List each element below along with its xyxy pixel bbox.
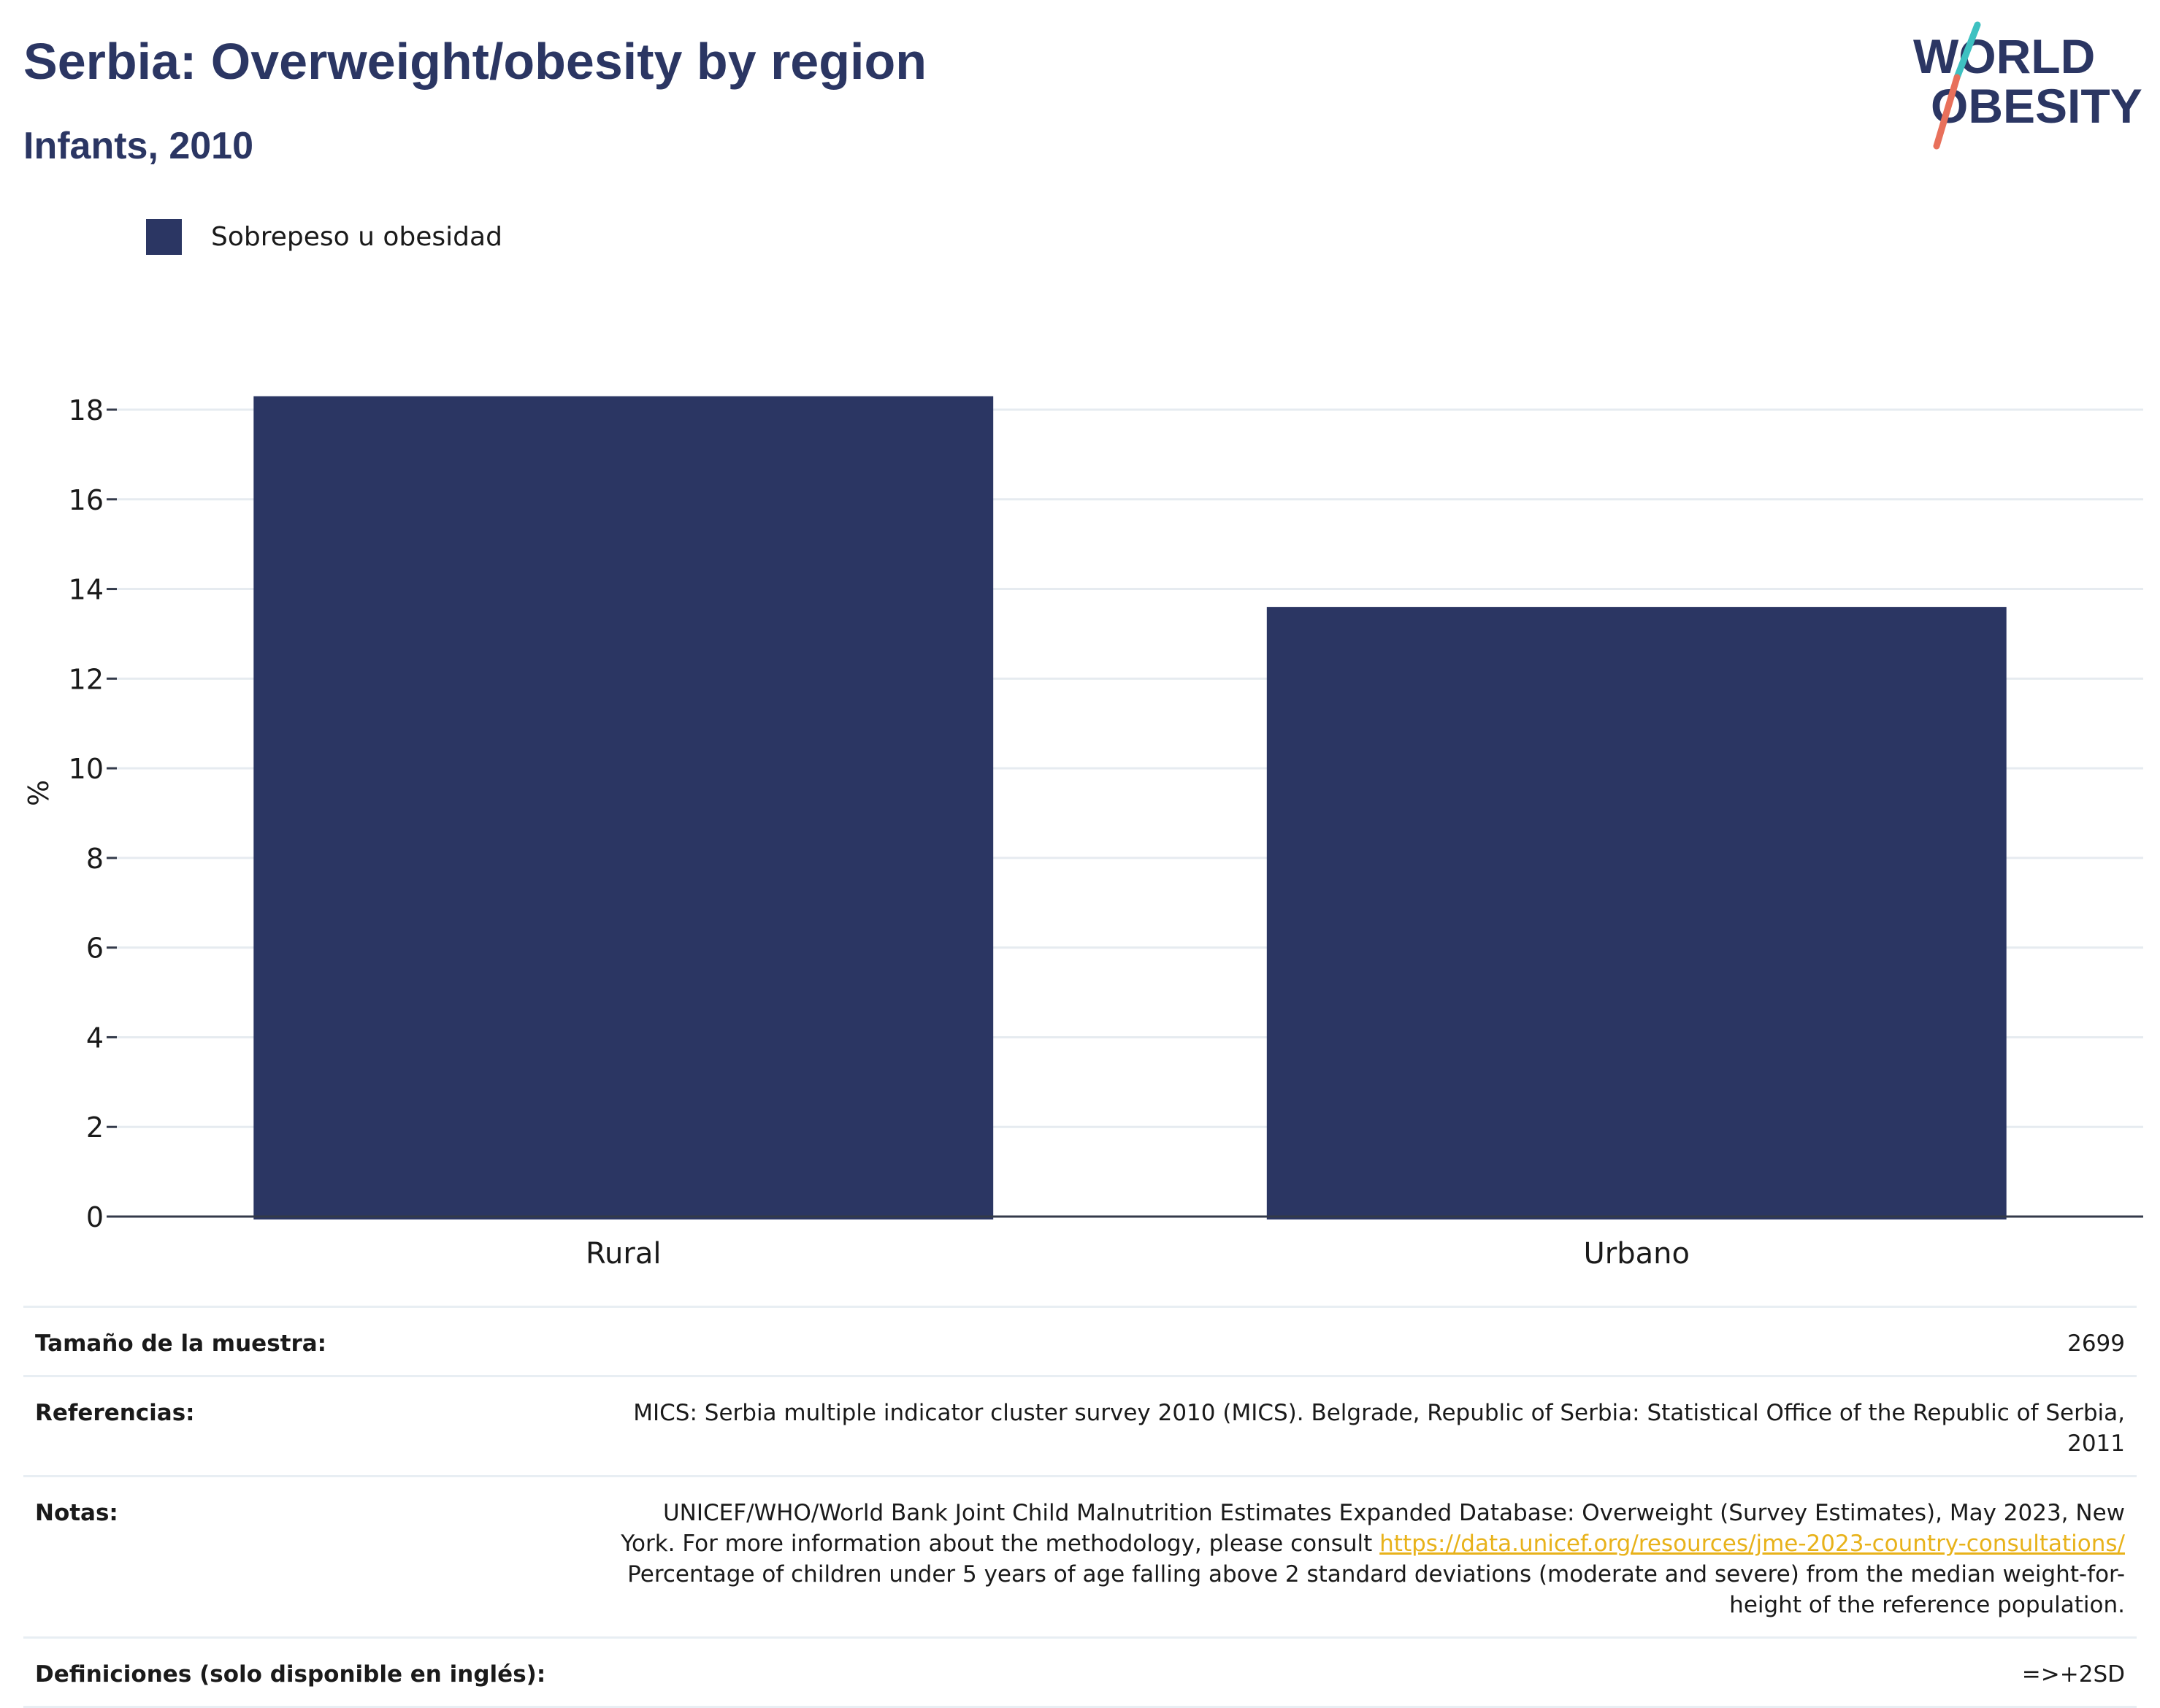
y-tick-label: 16 (69, 484, 104, 516)
info-table: Tamaño de la muestra: 2699 Referencias: … (23, 1306, 2137, 1708)
notes-row: Notas: UNICEF/WHO/World Bank Joint Child… (23, 1475, 2137, 1636)
world-obesity-logo: WORLD OBESITY (1913, 21, 2142, 150)
notes-value: UNICEF/WHO/World Bank Joint Child Malnut… (621, 1498, 2125, 1620)
y-tick-label: 6 (86, 932, 104, 965)
y-tick-label: 0 (86, 1201, 104, 1233)
sample-size-value: 2699 (2067, 1330, 2125, 1357)
page-title: Serbia: Overweight/obesity by region (23, 33, 927, 90)
y-tick-label: 14 (69, 574, 104, 606)
x-tick-label: Urbano (1584, 1237, 1690, 1271)
notes-text-after: Percentage of children under 5 years of … (627, 1561, 2125, 1618)
legend: Sobrepeso u obesidad (146, 218, 502, 256)
legend-swatch (146, 218, 182, 255)
y-tick-label: 12 (69, 663, 104, 695)
definitions-row: Definiciones (solo disponible en inglés)… (23, 1636, 2137, 1708)
methodology-link[interactable]: https://data.unicef.org/resources/jme-20… (1379, 1531, 2125, 1557)
y-tick-label: 10 (69, 753, 104, 785)
references-value: MICS: Serbia multiple indicator cluster … (633, 1400, 2125, 1457)
logo-word-obesity: OBESITY (1931, 79, 2142, 133)
bar-urbano (1266, 607, 2007, 1219)
x-tick-labels: Rural Urbano (586, 1237, 1690, 1271)
y-tick-label: 18 (69, 394, 104, 426)
logo-word-world: WORLD (1913, 29, 2095, 83)
logo-slash-teal (1953, 21, 1981, 81)
y-axis-label: % (23, 780, 55, 806)
x-tick-label: Rural (586, 1237, 661, 1271)
bar-rural (253, 396, 994, 1220)
legend-label: Sobrepeso u obesidad (211, 221, 502, 252)
definitions-label: Definiciones (solo disponible en inglés)… (35, 1661, 546, 1688)
bar-chart: 0 2 4 6 8 10 12 14 16 18 Rural Urbano % (23, 394, 2143, 1271)
bars (253, 396, 2007, 1220)
y-tick-label: 4 (86, 1022, 104, 1054)
sample-size-label: Tamaño de la muestra: (35, 1330, 327, 1357)
definitions-value: =>+2SD (2021, 1661, 2125, 1688)
y-tick-label: 2 (86, 1111, 104, 1144)
y-tick-labels: 0 2 4 6 8 10 12 14 16 18 (69, 394, 117, 1233)
notes-text: UNICEF/WHO/World Bank Joint Child Malnut… (621, 1500, 2125, 1557)
y-tick-label: 8 (86, 843, 104, 875)
logo-slash-coral (1933, 74, 1961, 150)
references-label: Referencias: (35, 1400, 195, 1426)
notes-label: Notas: (35, 1500, 118, 1526)
page-subtitle: Infants, 2010 (23, 125, 254, 167)
references-row: Referencias: MICS: Serbia multiple indic… (23, 1375, 2137, 1475)
sample-size-row: Tamaño de la muestra: 2699 (23, 1306, 2137, 1375)
